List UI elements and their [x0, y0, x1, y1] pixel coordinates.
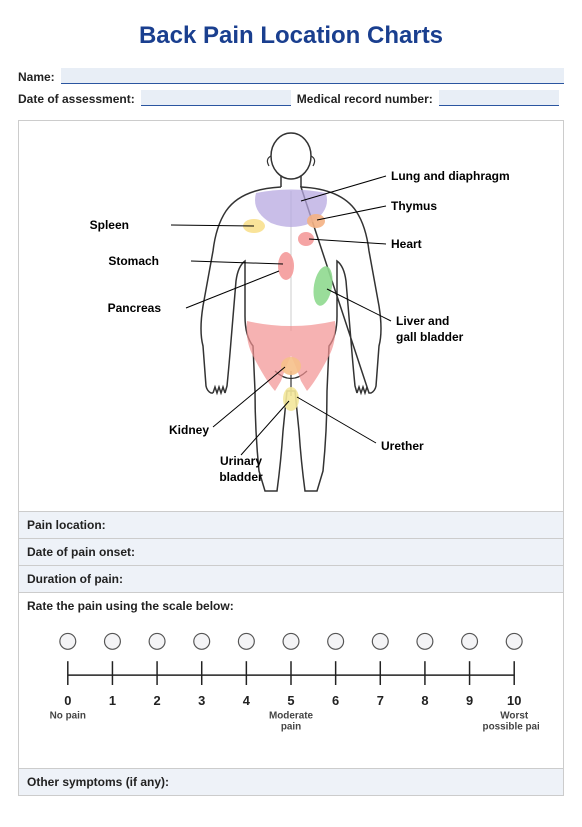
- pain-location-row[interactable]: Pain location:: [18, 512, 564, 539]
- other-symptoms-row[interactable]: Other symptoms (if any):: [18, 769, 564, 796]
- scale-label-worst-2: possible pain: [483, 722, 539, 733]
- label-bladder: bladder: [219, 470, 263, 484]
- label-kidney: Kidney: [169, 423, 209, 437]
- region-thymus: [307, 214, 325, 228]
- scale-radio-2[interactable]: [149, 633, 165, 649]
- pain-onset-row[interactable]: Date of pain onset:: [18, 539, 564, 566]
- label-heart: Heart: [391, 237, 422, 251]
- label-spleen: Spleen: [90, 218, 129, 232]
- pain-duration-row[interactable]: Duration of pain:: [18, 566, 564, 593]
- scale-number-3: 3: [198, 693, 205, 708]
- region-kidney-spot: [281, 357, 301, 375]
- scale-number-4: 4: [243, 693, 251, 708]
- page-title: Back Pain Location Charts: [18, 22, 564, 50]
- mrn-input[interactable]: [439, 90, 559, 106]
- scale-label-moderate-1: Moderate: [269, 711, 314, 722]
- region-bladder-spot: [283, 387, 299, 411]
- scale-number-7: 7: [377, 693, 384, 708]
- scale-radio-4[interactable]: [238, 633, 254, 649]
- scale-number-9: 9: [466, 693, 473, 708]
- scale-number-8: 8: [421, 693, 428, 708]
- scale-radio-0[interactable]: [60, 633, 76, 649]
- scale-number-1: 1: [109, 693, 116, 708]
- scale-label-nopain: No pain: [50, 711, 86, 722]
- scale-number-2: 2: [153, 693, 160, 708]
- region-stomach: [278, 252, 294, 280]
- label-urether: Urether: [381, 439, 424, 453]
- scale-radio-1[interactable]: [105, 633, 121, 649]
- name-row: Name:: [18, 68, 564, 84]
- label-lung: Lung and diaphragm: [391, 169, 510, 183]
- rate-prompt-row: Rate the pain using the scale below: 0 1 2…: [18, 593, 564, 769]
- label-pancreas: Pancreas: [108, 301, 162, 315]
- label-liver2: gall bladder: [396, 330, 464, 344]
- scale-radio-9[interactable]: [462, 633, 478, 649]
- scale-radio-8[interactable]: [417, 633, 433, 649]
- anatomy-diagram-box: Spleen Stomach Pancreas Kidney Urinary b…: [18, 120, 564, 512]
- label-urinary: Urinary: [220, 454, 262, 468]
- scale-radio-5[interactable]: [283, 633, 299, 649]
- labels-right: Lung and diaphragm Thymus Heart Liver an…: [381, 169, 510, 453]
- mrn-label: Medical record number:: [297, 92, 433, 106]
- scale-radio-6[interactable]: [328, 633, 344, 649]
- scale-number-5: 5: [287, 693, 294, 708]
- pain-scale: 0 1 2 3 4 5 6 7 8 9 10 No pain Moderatepain Worstposs…: [27, 613, 555, 762]
- scale-radio-10[interactable]: [506, 633, 522, 649]
- scale-radio-3[interactable]: [194, 633, 210, 649]
- scale-label-moderate-2: pain: [281, 722, 301, 733]
- scale-radio-7[interactable]: [372, 633, 388, 649]
- date-label: Date of assessment:: [18, 92, 135, 106]
- rate-prompt-text: Rate the pain using the scale below:: [27, 599, 234, 613]
- name-label: Name:: [18, 70, 55, 84]
- label-thymus: Thymus: [391, 199, 437, 213]
- scale-label-worst-1: Worst: [500, 711, 529, 722]
- label-stomach: Stomach: [108, 254, 159, 268]
- scale-number-0: 0: [64, 693, 71, 708]
- label-liver1: Liver and: [396, 314, 449, 328]
- scale-number-6: 6: [332, 693, 339, 708]
- anatomy-diagram: Spleen Stomach Pancreas Kidney Urinary b…: [27, 131, 555, 501]
- date-mrn-row: Date of assessment: Medical record numbe…: [18, 90, 564, 106]
- body-outline: [201, 133, 381, 491]
- name-input[interactable]: [61, 68, 564, 84]
- date-input[interactable]: [141, 90, 291, 106]
- scale-number-10: 10: [507, 693, 521, 708]
